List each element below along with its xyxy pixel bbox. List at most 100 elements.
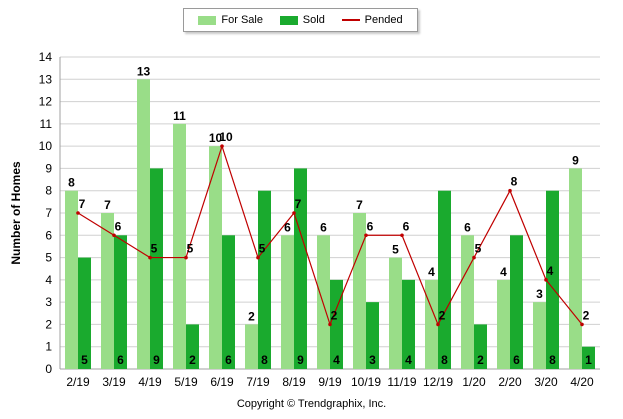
- y-tick-label: 12: [39, 95, 53, 109]
- pended-value-label: 7: [295, 197, 302, 211]
- pended-point: [580, 322, 584, 327]
- y-tick-label: 0: [45, 362, 52, 376]
- sold-value-label: 9: [153, 353, 160, 367]
- x-tick-label: 1/20: [462, 375, 486, 389]
- sold-value-label: 6: [117, 353, 124, 367]
- pended-value-label: 6: [115, 219, 122, 233]
- pended-point: [292, 211, 296, 215]
- pended-value-label: 7: [79, 197, 86, 211]
- for-sale-value-label: 10: [209, 131, 223, 145]
- y-tick-label: 4: [45, 273, 52, 287]
- sold-bar: [366, 302, 379, 369]
- pended-value-label: 10: [219, 130, 233, 144]
- for-sale-value-label: 11: [173, 109, 186, 123]
- pended-value-label: 6: [367, 219, 374, 233]
- y-tick-label: 6: [45, 228, 52, 242]
- sold-bar: [402, 279, 415, 369]
- sold-bar: [510, 235, 523, 369]
- for-sale-value-label: 3: [536, 287, 543, 301]
- sold-bar: [474, 324, 487, 369]
- for-sale-value-label: 7: [104, 198, 111, 212]
- y-tick-label: 2: [45, 317, 52, 331]
- legend: For Sale Sold Pended: [183, 8, 418, 32]
- sold-value-label: 6: [225, 353, 232, 367]
- y-tick-label: 11: [40, 117, 53, 131]
- pended-point: [472, 255, 476, 260]
- for-sale-value-label: 8: [68, 176, 75, 190]
- for-sale-bar: [461, 235, 474, 369]
- y-tick-label: 7: [45, 206, 52, 220]
- pended-value-label: 6: [403, 219, 410, 233]
- legend-label-for-sale: For Sale: [221, 14, 263, 26]
- x-tick-label: 9/19: [318, 375, 342, 389]
- sold-bar: [582, 346, 595, 369]
- x-tick-label: 11/19: [387, 375, 416, 389]
- for-sale-value-label: 6: [284, 220, 291, 234]
- for-sale-bar: [101, 213, 114, 369]
- legend-item-pended: Pended: [341, 14, 403, 26]
- sold-bar: [114, 235, 127, 369]
- pended-value-label: 5: [151, 242, 158, 256]
- sold-value-label: 8: [441, 353, 448, 367]
- pended-point: [256, 255, 260, 260]
- pended-point: [112, 233, 116, 238]
- for-sale-bar: [353, 213, 366, 369]
- sold-value-label: 6: [513, 353, 520, 367]
- pended-value-label: 5: [475, 242, 482, 256]
- for-sale-bar: [317, 235, 330, 369]
- legend-item-sold: Sold: [279, 14, 325, 26]
- for-sale-bar: [389, 257, 402, 369]
- legend-item-for-sale: For Sale: [198, 14, 263, 26]
- pended-point: [544, 278, 548, 282]
- for-sale-bar: [245, 324, 258, 369]
- x-axis-ticks: 2/19 3/19 4/19 5/19 6/19 7/19 8/19 9/19 10/19 11/…: [66, 375, 594, 389]
- pended-value-label: 2: [439, 308, 446, 322]
- for-sale-bar: [137, 79, 150, 370]
- y-tick-label: 13: [39, 72, 53, 86]
- y-tick-label: 3: [45, 295, 52, 309]
- for-sale-swatch: [198, 15, 217, 25]
- sold-bar: [258, 190, 271, 369]
- x-tick-label: 10/19: [351, 375, 381, 389]
- sold-bar: [78, 257, 91, 369]
- pended-point: [220, 144, 224, 148]
- for-sale-bar: [425, 279, 438, 369]
- for-sale-value-label: 9: [572, 153, 579, 167]
- for-sale-bar: [497, 279, 510, 369]
- for-sale-bar: [569, 168, 582, 369]
- for-sale-value-label: 13: [137, 64, 151, 78]
- pended-point: [508, 188, 512, 193]
- pended-value-label: 2: [583, 308, 590, 322]
- sold-value-label: 2: [189, 353, 196, 367]
- pended-point: [436, 322, 440, 327]
- y-tick-label: 9: [45, 161, 52, 175]
- x-tick-label: 7/19: [246, 375, 270, 389]
- sold-bar: [150, 168, 163, 369]
- sold-bar: [186, 324, 199, 369]
- x-tick-label: 6/19: [210, 375, 234, 389]
- sold-bar: [330, 279, 343, 369]
- sold-bar: [438, 190, 451, 369]
- x-tick-label: 3/19: [102, 375, 126, 389]
- sold-bar: [294, 168, 307, 369]
- for-sale-value-label: 2: [248, 309, 255, 323]
- sold-bar: [222, 235, 235, 369]
- sold-value-label: 2: [477, 353, 484, 367]
- for-sale-bar: [173, 123, 186, 369]
- sold-value-label: 5: [81, 353, 88, 367]
- x-tick-label: 2/20: [498, 375, 522, 389]
- pended-point: [148, 255, 152, 260]
- for-sale-bar: [209, 146, 222, 369]
- for-sale-value-label: 7: [356, 198, 363, 212]
- data-labels: 857 7661395112510610285697642736546482625…: [68, 64, 592, 367]
- sold-value-label: 8: [549, 353, 556, 367]
- sold-value-label: 4: [333, 353, 340, 367]
- legend-label-pended: Pended: [364, 14, 403, 26]
- sold-value-label: 3: [369, 353, 376, 367]
- pended-point: [76, 211, 80, 215]
- copyright-text: Copyright © Trendgraphix, Inc.: [236, 398, 387, 410]
- x-tick-label: 8/19: [282, 375, 306, 389]
- x-tick-label: 5/19: [174, 375, 198, 389]
